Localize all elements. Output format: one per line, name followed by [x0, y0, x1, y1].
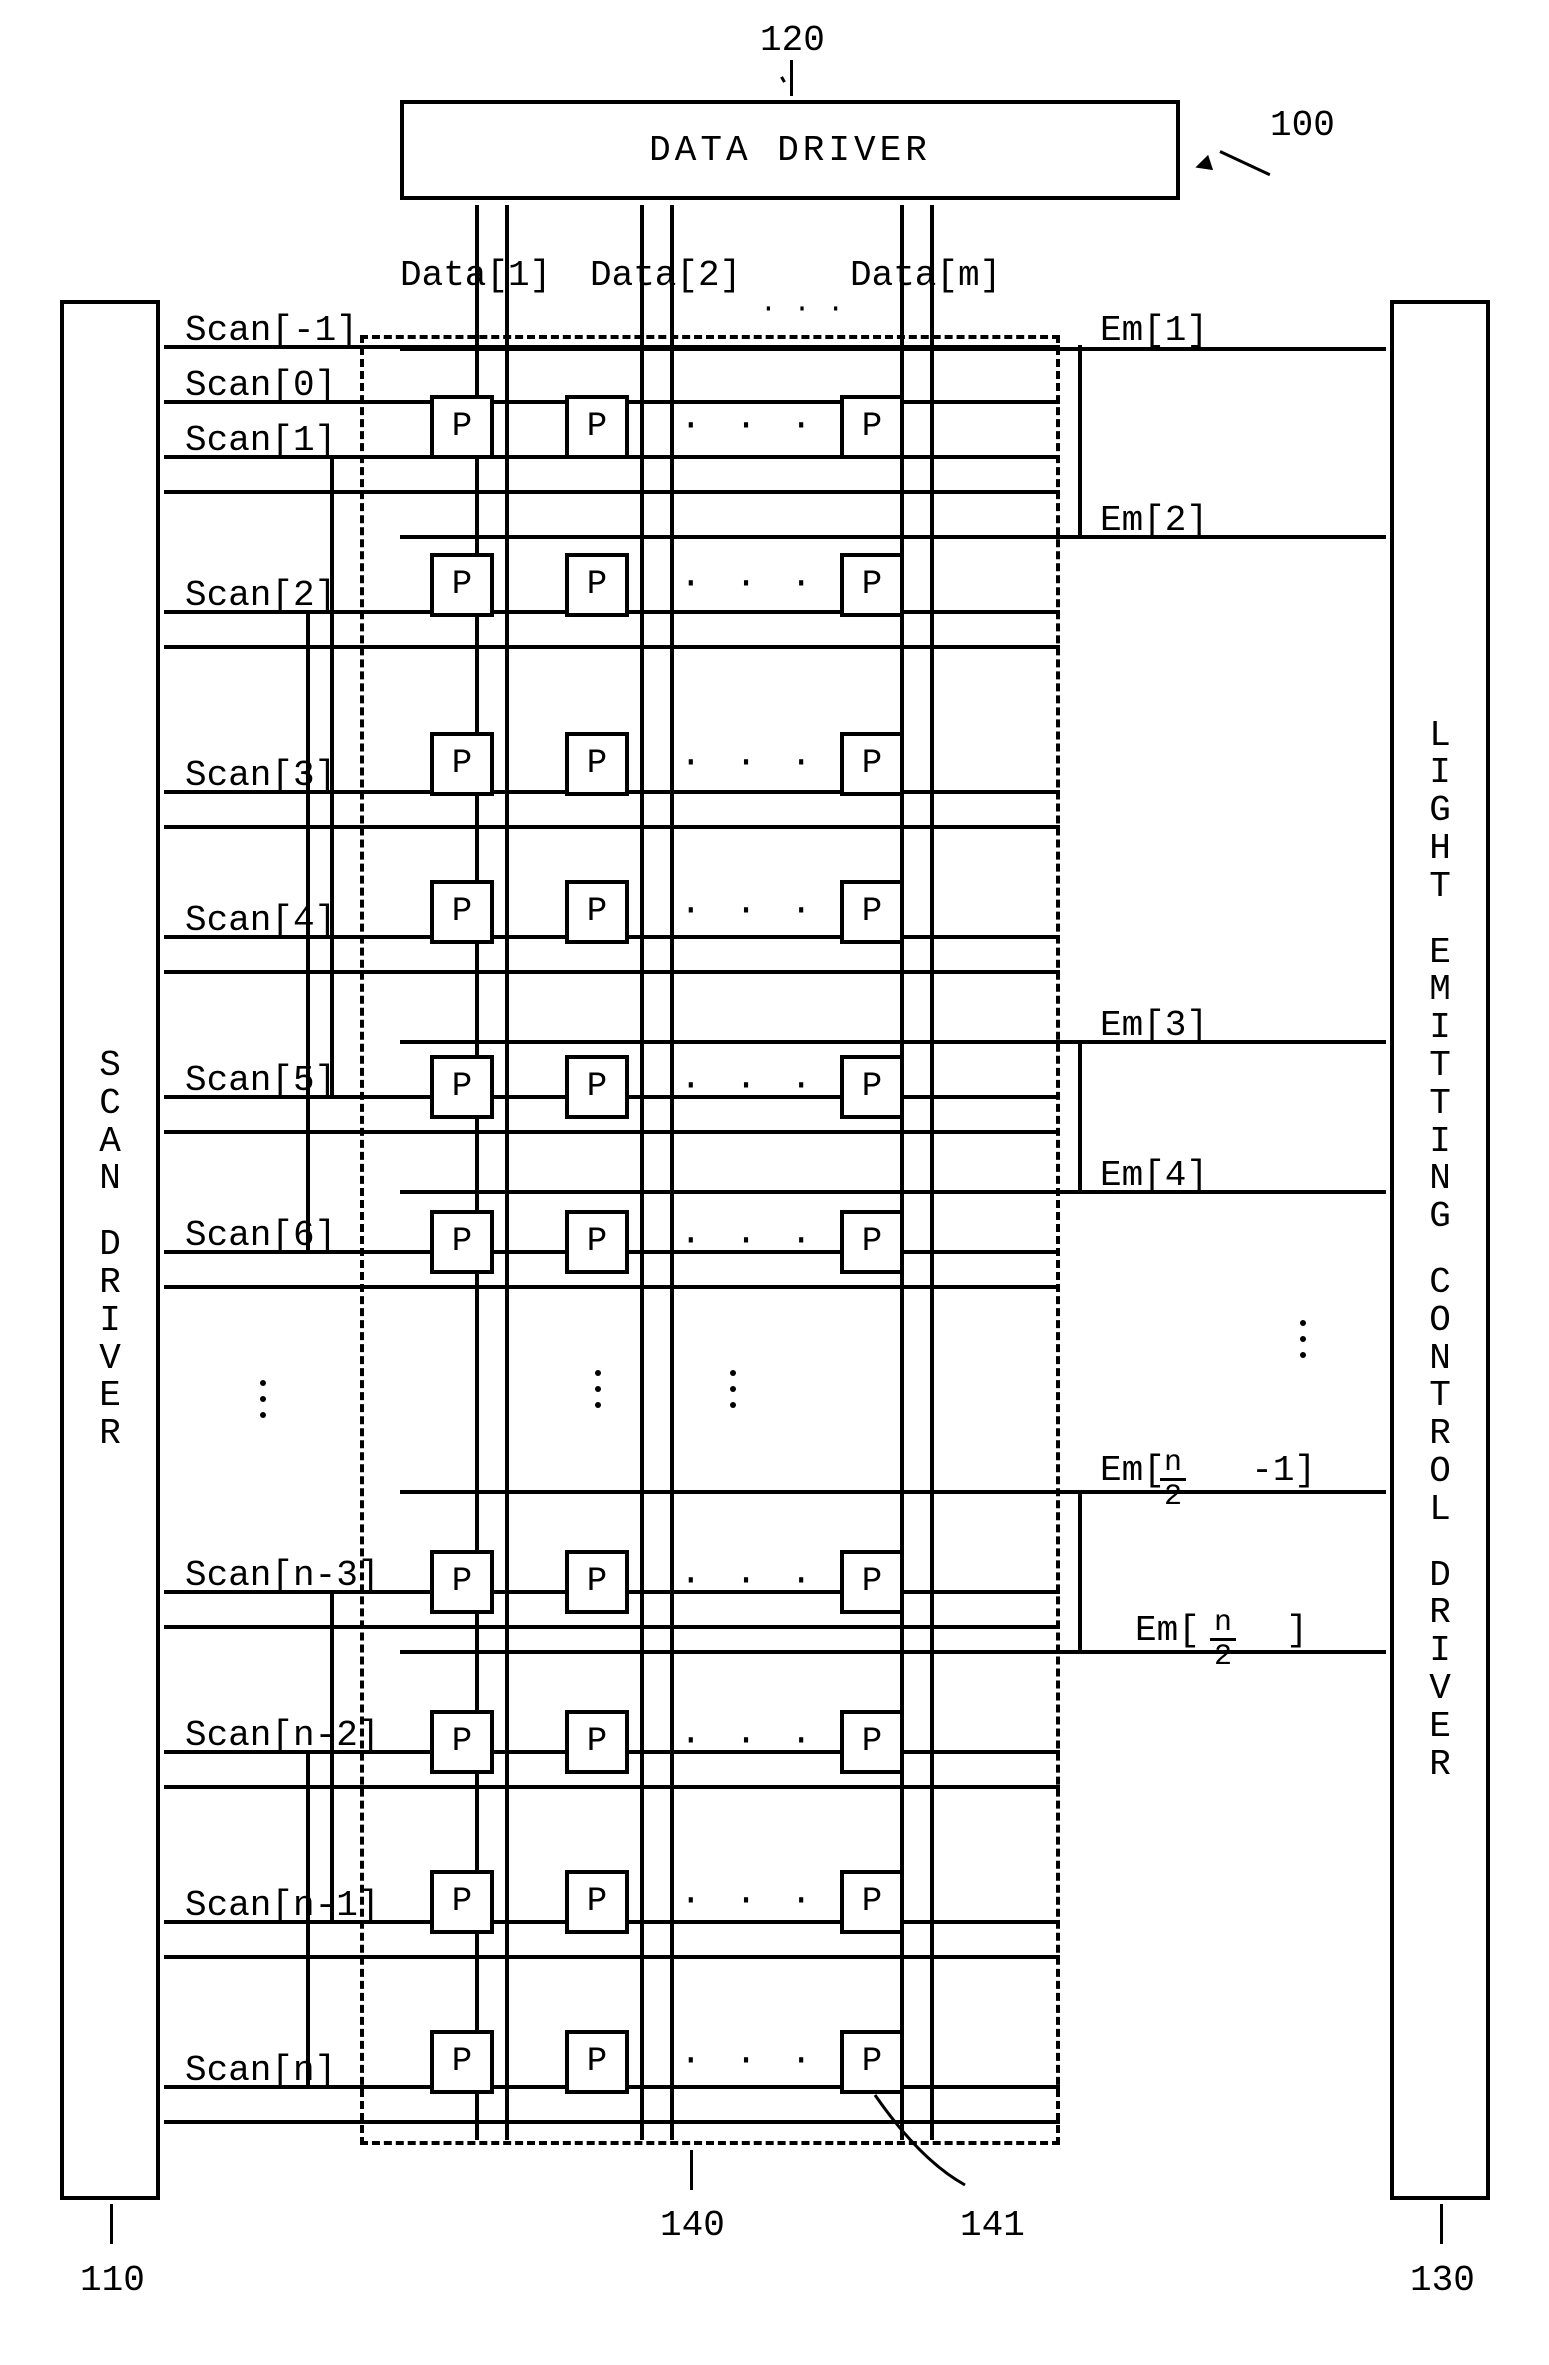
leader: [790, 60, 793, 96]
frac-n2: n2: [1210, 1608, 1236, 1674]
pixel-unit: P: [430, 553, 494, 617]
em-driver-block: LIGHT EMITTING CONTROL DRIVER: [1390, 300, 1490, 2200]
row-ellipsis: · · ·: [680, 890, 818, 931]
pixel-unit: P: [565, 395, 629, 459]
pixel-unit: P: [840, 1710, 904, 1774]
pixel-unit: P: [840, 395, 904, 459]
scan-driver-block: SCAN DRIVER: [60, 300, 160, 2200]
pixel-unit: P: [840, 1550, 904, 1614]
data-line-mb: [930, 205, 934, 2140]
pixel-unit: P: [430, 2030, 494, 2094]
em-label-1: Em[1]: [1100, 310, 1208, 351]
scan-vdots: [260, 1380, 266, 1418]
ref-pixel-unit: 141: [960, 2205, 1025, 2246]
em-vdots: [1300, 1320, 1306, 1358]
em-label-n2m1: Em[ -1]: [1100, 1450, 1316, 1491]
data-line-2a: [640, 205, 644, 2140]
pixel-unit: P: [840, 1870, 904, 1934]
pixel-unit: P: [430, 1550, 494, 1614]
data-ellipsis: · · ·: [760, 294, 844, 325]
row-ellipsis: · · ·: [680, 1220, 818, 1261]
pixel-unit: P: [840, 1055, 904, 1119]
pixel-unit: P: [565, 1550, 629, 1614]
row-ellipsis: · · ·: [680, 563, 818, 604]
pixel-unit: P: [565, 1870, 629, 1934]
ref-data-driver: 120: [760, 20, 825, 61]
em-driver-label: LIGHT EMITTING CONTROL DRIVER: [1429, 717, 1451, 1784]
ref-device: 100: [1270, 105, 1335, 146]
data-label-2: Data[2]: [590, 255, 741, 296]
data-line-ma: [900, 205, 904, 2140]
pixel-unit: P: [565, 1210, 629, 1274]
data-driver-block: DATA DRIVER: [400, 100, 1180, 200]
data-label-m: Data[m]: [850, 255, 1001, 296]
pixel-unit: P: [565, 2030, 629, 2094]
diagram-canvas: 120 100 DATA DRIVER SCAN DRIVER LIGHT EM…: [0, 0, 1549, 2365]
pixel-unit: P: [840, 1210, 904, 1274]
row-ellipsis: · · ·: [680, 1880, 818, 1921]
pixel-unit: P: [430, 1055, 494, 1119]
row-ellipsis: · · ·: [680, 2040, 818, 2081]
pixel-unit: P: [430, 880, 494, 944]
pixel-unit: P: [565, 732, 629, 796]
data-driver-label: DATA DRIVER: [649, 130, 931, 171]
ref-panel: 140: [660, 2205, 725, 2246]
data-line-1a: [475, 205, 479, 2140]
row-ellipsis: · · ·: [680, 1560, 818, 1601]
pixel-unit: P: [565, 553, 629, 617]
pixel-unit: P: [430, 1870, 494, 1934]
panel-vdots: [730, 1370, 736, 1408]
row-ellipsis: · · ·: [680, 1720, 818, 1761]
leader-141: [870, 2090, 990, 2210]
pixel-unit: P: [840, 2030, 904, 2094]
ref-em-driver: 130: [1410, 2260, 1475, 2301]
pixel-unit: P: [430, 732, 494, 796]
pixel-unit: P: [565, 1055, 629, 1119]
row-ellipsis: · · ·: [680, 405, 818, 446]
pixel-unit: P: [840, 553, 904, 617]
pixel-unit: P: [430, 1210, 494, 1274]
row-ellipsis: · · ·: [680, 1065, 818, 1106]
pixel-unit: P: [840, 880, 904, 944]
data-line-2b: [670, 205, 674, 2140]
ref-scan-driver: 110: [80, 2260, 145, 2301]
pixel-unit: P: [565, 880, 629, 944]
frac-n2-1: n2: [1160, 1448, 1186, 1514]
pixel-unit: P: [840, 732, 904, 796]
data-line-1b: [505, 205, 509, 2140]
pixel-unit: P: [430, 395, 494, 459]
pixel-unit: P: [430, 1710, 494, 1774]
row-ellipsis: · · ·: [680, 742, 818, 783]
panel-vdots: [595, 1370, 601, 1408]
pixel-unit: P: [565, 1710, 629, 1774]
scan-driver-label: SCAN DRIVER: [99, 1047, 121, 1453]
